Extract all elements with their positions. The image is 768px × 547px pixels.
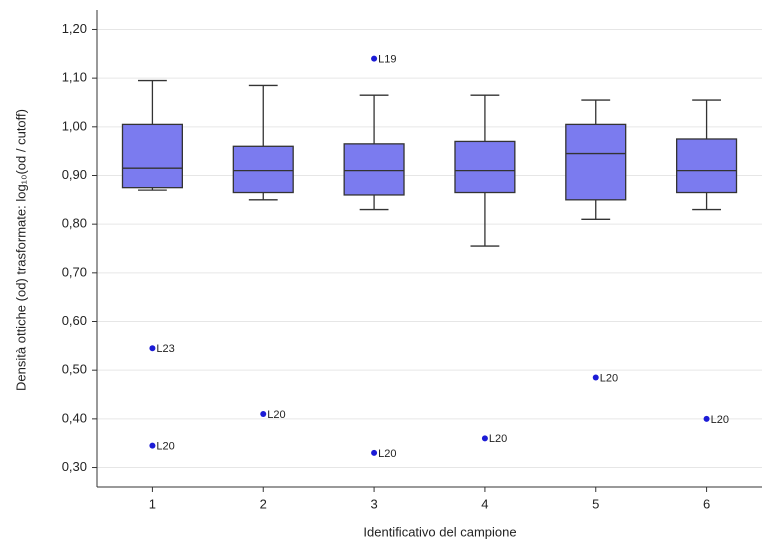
y-tick-label: 0,70	[62, 264, 87, 279]
x-tick-label: 2	[260, 496, 267, 511]
outlier	[481, 435, 488, 442]
outlier	[371, 55, 378, 62]
outlier-label: L19	[378, 54, 396, 66]
box	[454, 140, 516, 194]
x-tick-label: 1	[149, 496, 156, 511]
y-tick-label: 0,90	[62, 167, 87, 182]
box	[343, 143, 405, 196]
outlier	[149, 345, 156, 352]
x-tick-label: 5	[592, 496, 599, 511]
x-axis-label: Identificativo del campione	[363, 524, 516, 539]
outlier-label: L20	[600, 372, 618, 384]
outlier	[371, 449, 378, 456]
outlier	[149, 442, 156, 449]
y-tick-label: 1,10	[62, 70, 87, 85]
outlier-label: L20	[378, 448, 396, 460]
y-tick-label: 1,20	[62, 21, 87, 36]
y-tick-label: 1,00	[62, 118, 87, 133]
y-tick-label: 0,30	[62, 459, 87, 474]
y-tick-label: 0,40	[62, 410, 87, 425]
box	[232, 145, 294, 194]
y-tick-label: 0,50	[62, 362, 87, 377]
outlier	[592, 374, 599, 381]
x-tick-label: 3	[370, 496, 377, 511]
outlier-label: L20	[711, 414, 729, 426]
x-tick-label: 4	[481, 496, 488, 511]
outlier	[703, 415, 710, 422]
outlier	[260, 410, 267, 417]
y-tick-label: 0,80	[62, 216, 87, 231]
box	[676, 138, 738, 194]
outlier-label: L20	[489, 433, 507, 445]
outlier-label: L23	[156, 343, 174, 355]
y-tick-label: 0,60	[62, 313, 87, 328]
x-tick-label: 6	[703, 496, 710, 511]
outlier-label: L20	[267, 409, 285, 421]
box	[121, 123, 183, 189]
box	[565, 123, 627, 201]
outlier-label: L20	[156, 441, 174, 453]
y-axis-label: Densità ottiche (od) trasformate: log₁₀(…	[13, 109, 28, 391]
